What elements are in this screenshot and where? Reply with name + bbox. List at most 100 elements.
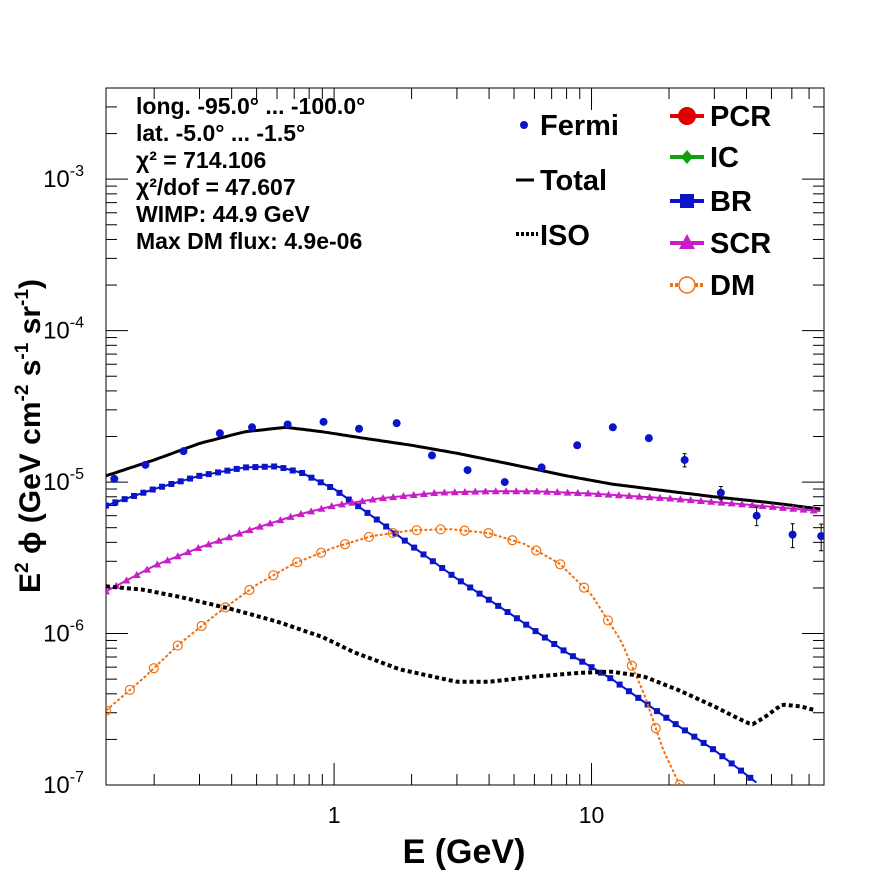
series-br-marker xyxy=(728,760,735,767)
y-tick-label: 10-4 xyxy=(43,315,84,345)
fermi-data-point xyxy=(248,423,257,432)
series-br-marker xyxy=(121,496,128,503)
series-scr-marker xyxy=(461,487,469,495)
series-total-line xyxy=(106,425,821,511)
series-scr-marker xyxy=(184,548,193,556)
series-br-marker xyxy=(616,681,623,688)
series-scr-marker xyxy=(450,488,459,496)
fermi-data-point xyxy=(752,511,761,520)
series-scr-marker xyxy=(358,497,367,505)
series-br-marker xyxy=(327,484,334,491)
series-br-marker xyxy=(159,483,166,490)
series-br-marker xyxy=(457,578,464,585)
series-dm-marker xyxy=(316,547,327,558)
series-br-marker xyxy=(317,479,324,486)
series-scr-marker xyxy=(399,492,408,500)
series-scr-marker xyxy=(707,497,716,505)
series-dm-marker xyxy=(674,779,685,785)
series-dm-marker xyxy=(339,539,351,550)
info-line-latitude: lat. -5.0° ... -1.5° xyxy=(136,120,305,146)
series-scr-marker xyxy=(153,560,162,568)
legend-pcr-marker xyxy=(678,107,696,125)
info-text-block: long. -95.0° ... -100.0° lat. -5.0° ... … xyxy=(136,93,365,254)
series-br-marker xyxy=(205,471,212,478)
series-br-marker xyxy=(215,469,222,476)
series-scr-marker xyxy=(419,490,428,498)
series-scr-marker xyxy=(522,487,531,495)
series-scr-marker xyxy=(512,487,521,495)
series-scr-marker xyxy=(758,502,767,510)
series-scr-marker xyxy=(686,496,695,504)
series-br-marker xyxy=(140,489,147,496)
series-br-marker xyxy=(737,767,744,774)
series-br-marker xyxy=(308,474,315,481)
series-scr-marker xyxy=(553,488,562,496)
series-br-marker xyxy=(224,467,231,474)
legend-total-label: Total xyxy=(540,165,607,197)
series-scr-marker xyxy=(543,487,552,495)
series-scr-marker xyxy=(225,533,234,541)
series-br-marker xyxy=(196,472,203,479)
series-scr-marker xyxy=(717,498,726,506)
series-scr-marker xyxy=(604,490,613,498)
series-br-marker xyxy=(513,615,520,622)
legend-dm-marker xyxy=(678,276,696,294)
series-scr-marker xyxy=(106,587,110,595)
series-br-marker xyxy=(439,565,446,572)
series-br-marker xyxy=(177,478,184,485)
x-tick-label: 10 xyxy=(579,802,605,828)
series-scr-marker xyxy=(799,505,808,513)
y-tick-label: 10-3 xyxy=(43,163,84,193)
legend-pcr-label: PCR xyxy=(710,101,771,133)
series-scr-marker xyxy=(389,493,398,501)
series-br-marker xyxy=(532,628,539,635)
series-br-marker xyxy=(569,653,576,660)
series-dm-marker xyxy=(387,527,398,539)
series-scr-marker xyxy=(491,487,500,495)
series-scr-marker xyxy=(286,512,295,520)
series-scr-marker xyxy=(573,489,582,497)
fermi-data-point xyxy=(817,532,824,541)
series-br-marker xyxy=(467,584,474,591)
series-br-marker xyxy=(448,571,455,578)
fermi-data-point xyxy=(427,451,436,460)
legend-iso-label: ISO xyxy=(540,220,590,252)
series-dm-marker xyxy=(435,524,446,535)
series-scr-marker xyxy=(296,509,305,517)
series-br-marker xyxy=(261,463,268,470)
fermi-data-point xyxy=(537,463,546,472)
legend-fermi-marker xyxy=(520,121,528,129)
series-scr-marker xyxy=(327,502,336,510)
fermi-data-point xyxy=(573,441,582,450)
series-br-marker xyxy=(635,694,642,701)
series-scr-marker xyxy=(727,499,736,507)
series-br-marker xyxy=(243,464,250,471)
series-scr-marker xyxy=(563,488,572,496)
series-br-marker xyxy=(411,544,418,551)
series-br-marker xyxy=(691,733,698,740)
legend-scr-marker xyxy=(679,234,695,249)
series-scr-marker xyxy=(430,489,439,497)
series-br-marker xyxy=(271,463,278,470)
fermi-data-point xyxy=(110,474,119,483)
series-scr-marker xyxy=(235,529,244,537)
series-scr-marker xyxy=(471,487,480,495)
series-br-marker xyxy=(663,714,670,721)
series-scr-marker xyxy=(666,494,675,502)
series-br-marker xyxy=(187,475,194,482)
series-br-marker xyxy=(747,774,754,781)
fermi-data-point xyxy=(463,466,472,475)
series-scr-marker xyxy=(143,565,152,573)
series-br-marker xyxy=(299,469,306,476)
series-br-marker xyxy=(625,688,632,695)
series-br-marker xyxy=(289,467,296,474)
fermi-data-point xyxy=(283,420,292,429)
y-tick-label: 10-5 xyxy=(43,466,84,496)
series-br-marker xyxy=(383,523,390,530)
fermi-data-point xyxy=(716,488,725,497)
series-dm-marker xyxy=(555,559,566,570)
series-dm-marker xyxy=(172,640,183,651)
series-br-marker xyxy=(551,640,558,647)
